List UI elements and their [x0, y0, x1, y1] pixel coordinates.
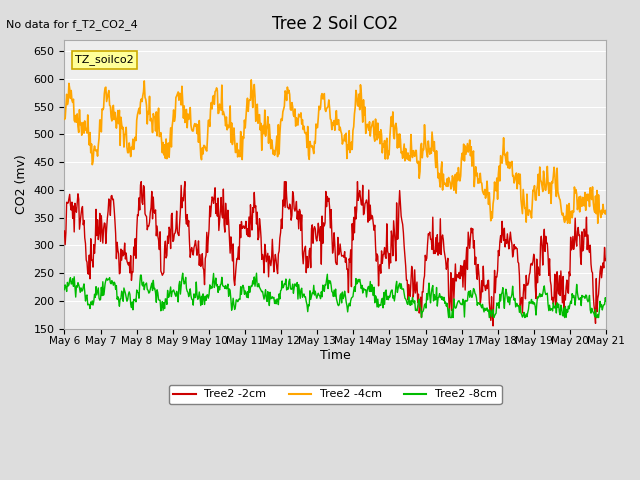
Text: No data for f_T2_CO2_4: No data for f_T2_CO2_4 [6, 19, 138, 30]
X-axis label: Time: Time [320, 349, 351, 362]
Legend: Tree2 -2cm, Tree2 -4cm, Tree2 -8cm: Tree2 -2cm, Tree2 -4cm, Tree2 -8cm [169, 385, 502, 404]
Y-axis label: CO2 (mv): CO2 (mv) [15, 155, 28, 214]
Text: TZ_soilco2: TZ_soilco2 [76, 55, 134, 65]
Title: Tree 2 Soil CO2: Tree 2 Soil CO2 [272, 15, 398, 33]
